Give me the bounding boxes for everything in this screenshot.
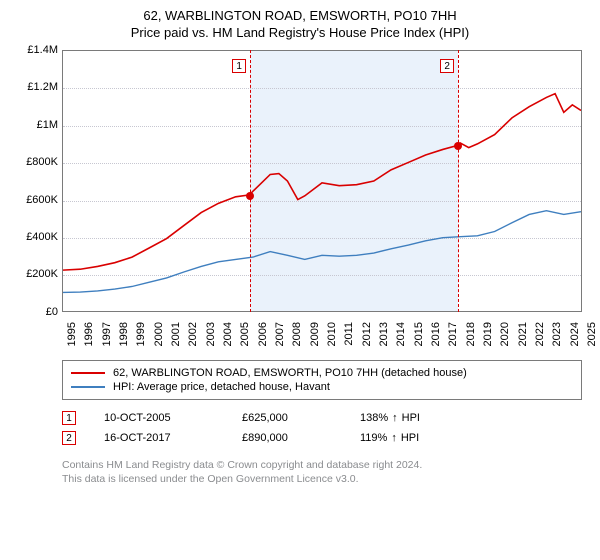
marker-badge: 1 [232,59,246,73]
legend: 62, WARBLINGTON ROAD, EMSWORTH, PO10 7HH… [62,360,582,400]
series-line [63,94,581,270]
marker-dot [454,142,462,150]
x-axis-label: 1996 [83,322,95,362]
y-axis-label: £600K [12,194,58,206]
arrow-up-icon: ↑ [391,432,397,444]
x-axis-label: 2008 [291,322,303,362]
event-price: £625,000 [242,412,332,424]
x-axis-label: 2004 [222,322,234,362]
x-axis-label: 2010 [326,322,338,362]
x-axis-label: 1998 [118,322,130,362]
x-axis-label: 1995 [66,322,78,362]
chart-subtitle: Price paid vs. HM Land Registry's House … [12,25,588,40]
x-axis-label: 1997 [101,322,113,362]
chart-title: 62, WARBLINGTON ROAD, EMSWORTH, PO10 7HH [12,8,588,25]
x-axis-label: 2002 [187,322,199,362]
footer-line-2: This data is licensed under the Open Gov… [62,472,588,486]
x-axis-label: 2006 [257,322,269,362]
legend-row: HPI: Average price, detached house, Hava… [71,380,573,394]
legend-label: HPI: Average price, detached house, Hava… [113,381,330,393]
x-axis-label: 2013 [378,322,390,362]
marker-dot [246,192,254,200]
x-axis-label: 2009 [309,322,321,362]
x-axis-label: 2025 [586,322,598,362]
y-axis-label: £400K [12,231,58,243]
x-axis-label: 2005 [239,322,251,362]
x-axis-label: 2014 [395,322,407,362]
y-axis-label: £1M [12,119,58,131]
x-axis-label: 2023 [551,322,563,362]
footer-line-1: Contains HM Land Registry data © Crown c… [62,458,588,472]
marker-dashed-line [250,50,251,312]
x-axis-label: 2001 [170,322,182,362]
legend-label: 62, WARBLINGTON ROAD, EMSWORTH, PO10 7HH… [113,367,467,379]
event-price: £890,000 [242,432,332,444]
x-axis-label: 2000 [153,322,165,362]
x-axis-label: 2018 [465,322,477,362]
series-line [63,211,581,293]
line-series [63,51,581,311]
x-axis-label: 2024 [569,322,581,362]
legend-swatch [71,386,105,388]
events-table: 1 10-OCT-2005 £625,000 138% ↑ HPI 2 16-OCT-20… [62,408,588,448]
chart-box: £0£200K£400K£600K£800K£1M£1.2M£1.4M 12 1… [12,46,588,356]
event-row: 1 10-OCT-2005 £625,000 138% ↑ HPI [62,408,588,428]
x-axis-label: 2016 [430,322,442,362]
chart-container: 62, WARBLINGTON ROAD, EMSWORTH, PO10 7HH… [0,0,600,490]
x-axis-label: 2007 [274,322,286,362]
x-axis-label: 2015 [413,322,425,362]
event-pct: 138% ↑ HPI [360,412,480,424]
marker-badge: 2 [440,59,454,73]
x-axis-label: 2011 [343,322,355,362]
x-axis-label: 2022 [534,322,546,362]
footer-attribution: Contains HM Land Registry data © Crown c… [62,458,588,486]
y-axis-label: £1.2M [12,81,58,93]
y-axis-label: £0 [12,306,58,318]
x-axis-label: 2020 [499,322,511,362]
x-axis-label: 2019 [482,322,494,362]
event-row: 2 16-OCT-2017 £890,000 119% ↑ HPI [62,428,588,448]
legend-swatch [71,372,105,374]
event-pct: 119% ↑ HPI [360,432,480,444]
arrow-up-icon: ↑ [392,412,398,424]
x-axis-label: 2012 [361,322,373,362]
y-axis-label: £200K [12,268,58,280]
x-axis-label: 2017 [447,322,459,362]
plot-area: 12 [62,50,582,312]
x-axis-label: 1999 [135,322,147,362]
marker-dashed-line [458,50,459,312]
event-date: 10-OCT-2005 [104,412,214,424]
event-badge: 1 [62,411,76,425]
y-axis-label: £1.4M [12,44,58,56]
x-axis-label: 2003 [205,322,217,362]
y-axis-label: £800K [12,156,58,168]
x-axis-label: 2021 [517,322,529,362]
legend-row: 62, WARBLINGTON ROAD, EMSWORTH, PO10 7HH… [71,366,573,380]
event-badge: 2 [62,431,76,445]
event-date: 16-OCT-2017 [104,432,214,444]
